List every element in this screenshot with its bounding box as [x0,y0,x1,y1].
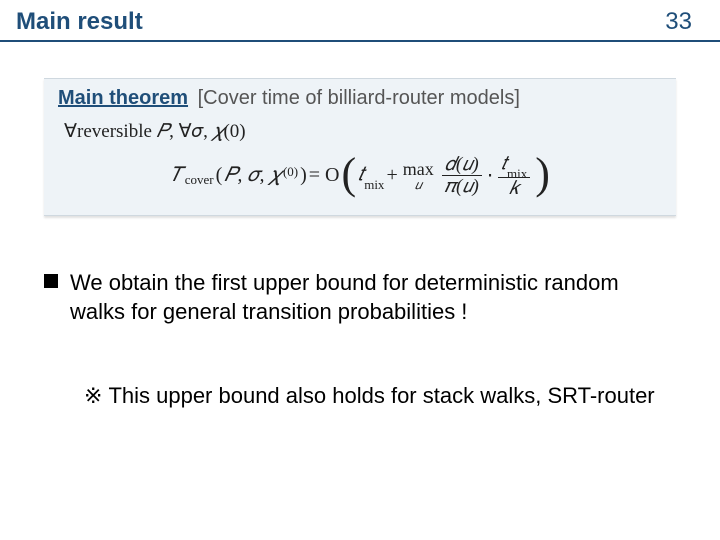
lhs-T-sub: cover [185,172,214,188]
forall-symbol: ∀ [64,121,77,142]
theorem-formula: 𝑇cover(𝑃, 𝜎, 𝜒(0)) = O ( 𝑡mix + max 𝑢 𝑑(… [58,153,662,199]
big-paren-open: ( [342,152,357,196]
lhs-close: ) [300,164,307,187]
comma: , [203,121,213,142]
chi-superscript: (0) [223,121,245,142]
comma: , [169,121,179,142]
slide-title: Main result [16,8,143,36]
frac1-num: 𝑑(𝑢) [442,154,482,175]
slide-body: We obtain the first upper bound for dete… [0,268,720,409]
reference-mark-icon: ※ [84,383,102,408]
max-operator: max 𝑢 [403,160,434,191]
page-number: 33 [665,8,692,36]
tmix: 𝑡mix [358,163,384,189]
bullet-item: We obtain the first upper bound for dete… [44,268,676,327]
var-sigma: ∀𝜎 [179,121,204,142]
frac2-num: 𝑡mix [498,153,530,177]
reversible-text: reversible [77,121,157,142]
slide: Main result 33 Main theorem [Cover time … [0,0,720,540]
theorem-premise: ∀reversible 𝑃, ∀𝜎, 𝜒(0) [64,120,662,143]
max-label: max [403,160,434,178]
var-P: 𝑃 [157,121,169,142]
eq-bigO: = O [309,164,340,187]
slide-header: Main result 33 [0,0,720,42]
var-chi: 𝜒 [213,121,224,142]
frac2-t-sub: mix [507,166,527,181]
frac1-den: 𝜋(𝑢) [442,176,482,197]
lhs-args: 𝑃, 𝜎, 𝜒 [224,164,281,187]
max-subscript: 𝑢 [415,178,422,191]
t-sub: mix [364,177,384,192]
cdot: ⋅ [487,163,493,188]
fraction-tmix-over-k: 𝑡mix 𝑘 [498,153,530,199]
plus: + [386,164,397,187]
big-paren-close: ) [535,152,550,196]
lhs-args-sup: (0) [283,164,298,180]
lhs-open: ( [216,164,223,187]
lhs-T: 𝑇 [170,164,183,187]
footnote-text: This upper bound also holds for stack wa… [108,383,654,408]
square-bullet-icon [44,274,58,288]
fraction-d-over-pi: 𝑑(𝑢) 𝜋(𝑢) [442,154,482,197]
theorem-box: Main theorem [Cover time of billiard-rou… [44,78,676,216]
theorem-label: Main theorem [58,87,188,109]
footnote: ※This upper bound also holds for stack w… [84,383,676,409]
bullet-text: We obtain the first upper bound for dete… [70,268,676,327]
theorem-description: [Cover time of billiard-router models] [198,87,520,109]
theorem-heading: Main theorem [Cover time of billiard-rou… [58,87,662,110]
